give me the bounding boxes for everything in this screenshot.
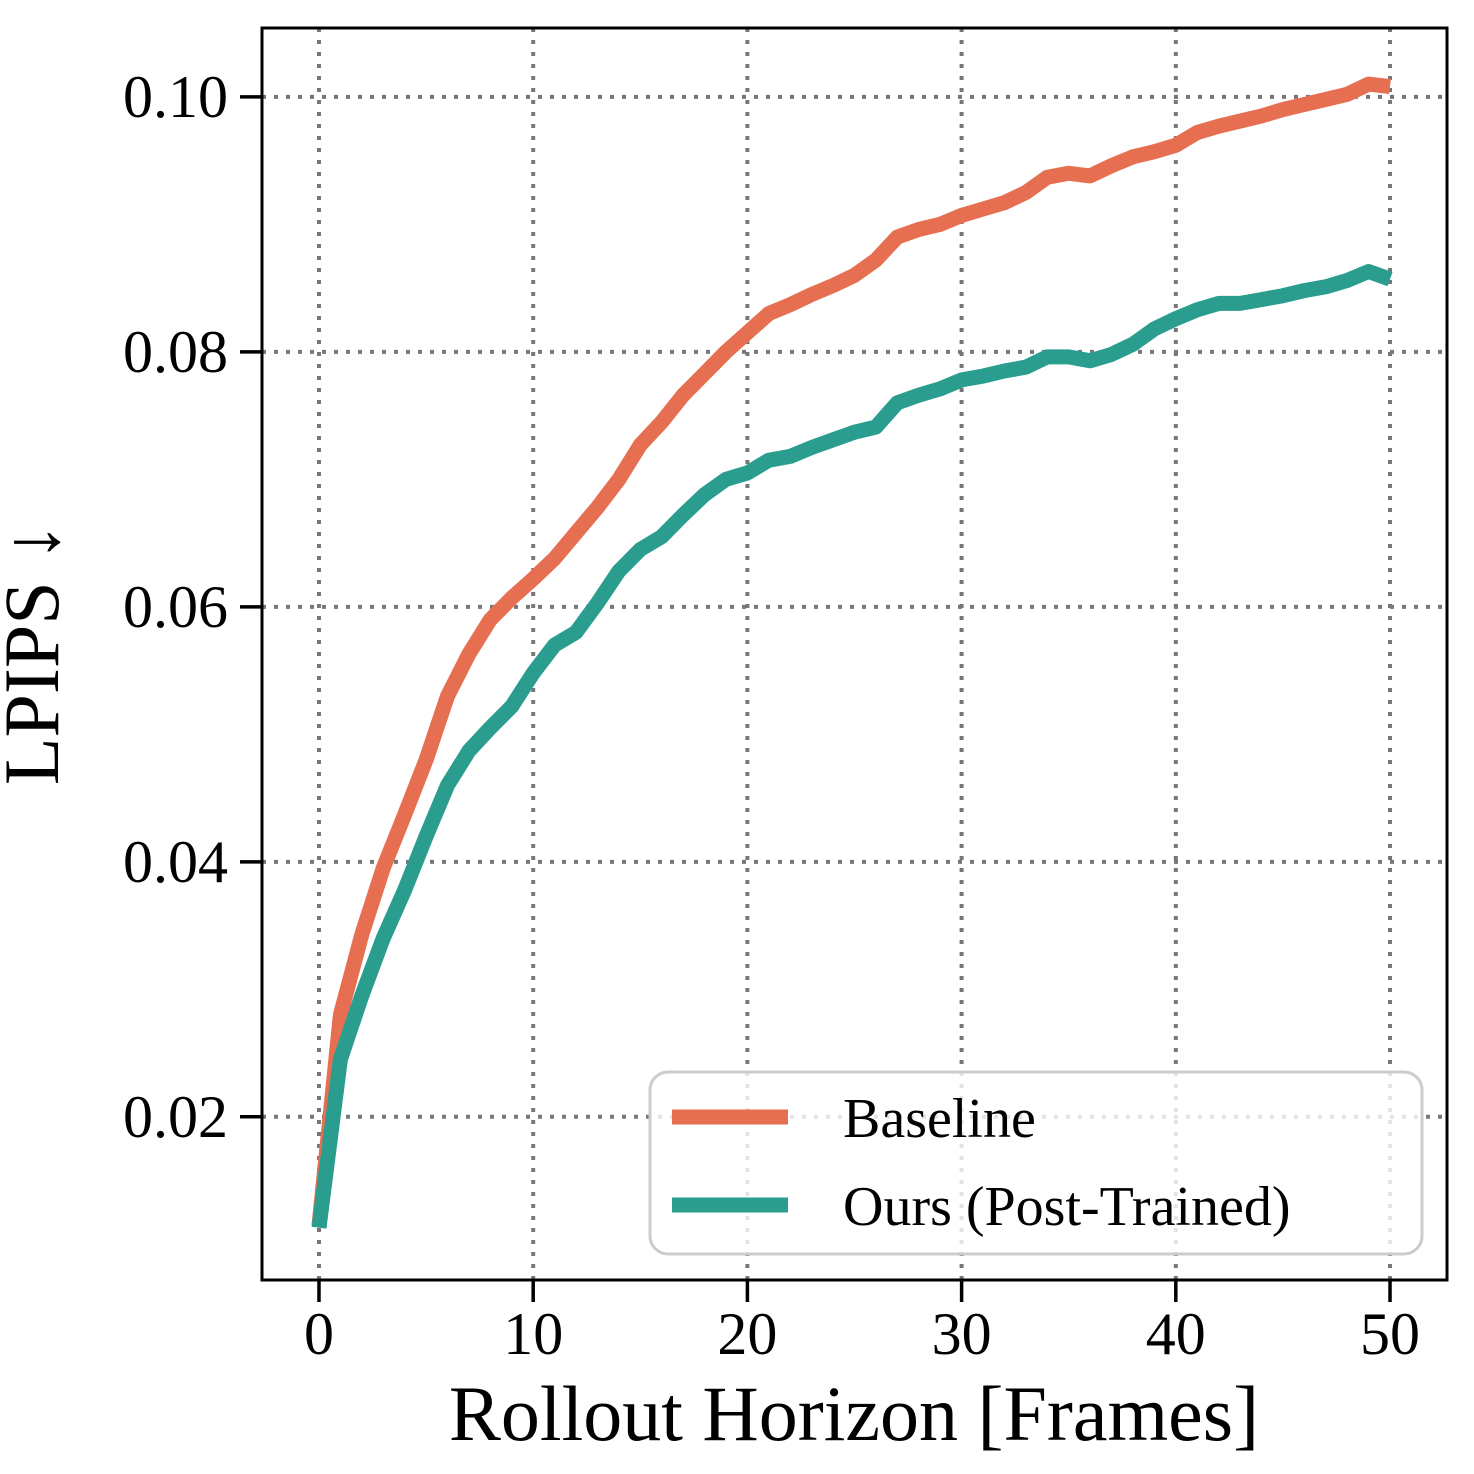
y-tick-label: 0.10 — [123, 64, 228, 130]
legend-label-ours: Ours (Post-Trained) — [843, 1176, 1290, 1238]
y-tick-label: 0.06 — [123, 574, 228, 640]
ours-series-line — [311, 264, 1393, 1229]
y-tick-label: 0.08 — [123, 319, 228, 385]
y-tick-label: 0.02 — [123, 1084, 228, 1150]
axes: 0 10 20 30 40 50 0.02 0.04 0.06 0.08 0.10 — [123, 26, 1449, 1367]
series-lines — [311, 76, 1393, 1229]
y-axis-label: LPIPS ↓ — [0, 523, 75, 785]
x-tick-label: 20 — [717, 1301, 777, 1367]
plot-spines — [260, 26, 1449, 1282]
legend-box — [648, 1070, 1424, 1256]
x-tick-label: 50 — [1360, 1301, 1420, 1367]
baseline-series-line — [311, 76, 1391, 1226]
x-tick-label: 10 — [503, 1301, 563, 1367]
legend-label-baseline: Baseline — [843, 1088, 1036, 1150]
x-tick-label: 30 — [932, 1301, 992, 1367]
legend: Baseline Ours (Post-Trained) — [648, 1070, 1424, 1256]
x-axis-label: Rollout Horizon [Frames] — [449, 1370, 1259, 1457]
x-tick-label: 40 — [1146, 1301, 1206, 1367]
y-tick-label: 0.04 — [123, 829, 228, 895]
x-tick-label: 0 — [304, 1301, 334, 1367]
